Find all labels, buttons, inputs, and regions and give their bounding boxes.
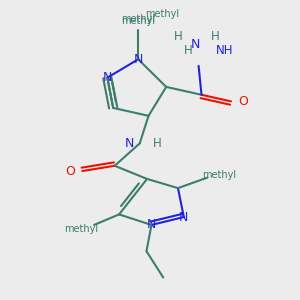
Text: N: N	[103, 71, 112, 84]
Text: methyl: methyl	[64, 224, 98, 234]
Text: N: N	[147, 218, 156, 231]
Text: methyl: methyl	[146, 9, 180, 19]
Text: methyl: methyl	[121, 14, 155, 24]
Text: O: O	[238, 95, 248, 108]
Text: H: H	[153, 137, 162, 150]
Text: N: N	[191, 38, 200, 51]
Text: O: O	[65, 164, 75, 178]
Text: N: N	[124, 137, 134, 150]
Text: N: N	[179, 211, 188, 224]
Text: H: H	[210, 31, 219, 44]
Text: N: N	[134, 53, 143, 66]
Text: NH: NH	[216, 44, 234, 57]
Text: H: H	[174, 31, 182, 44]
Text: methyl: methyl	[202, 170, 236, 180]
Text: H: H	[184, 44, 193, 57]
Text: methyl: methyl	[121, 16, 155, 26]
